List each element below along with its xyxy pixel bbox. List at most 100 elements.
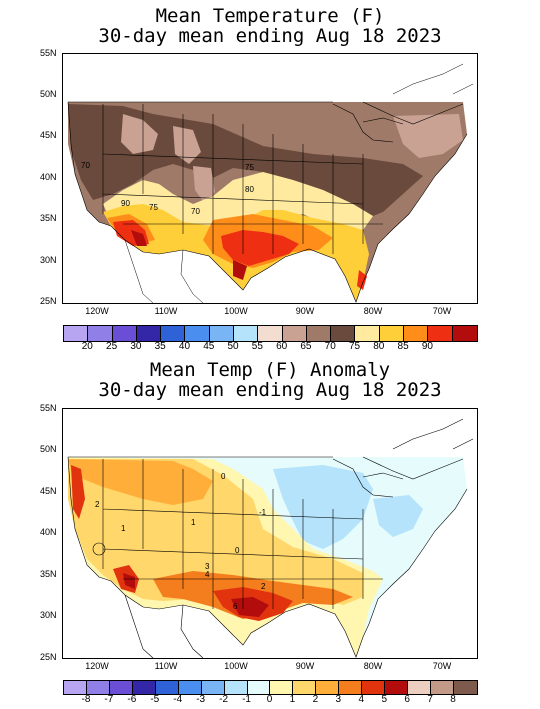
p1-colorbar-swatch (136, 326, 162, 341)
p2-lat-30: 30N (40, 610, 57, 620)
p1-colorbar-tick: 40 (178, 341, 191, 352)
p1-colorbar-swatch (306, 326, 332, 341)
p2-colorbar-swatch (247, 681, 271, 694)
p1-rose-patch1 (121, 114, 158, 154)
panel1-map-svg: 70 75 80 75 70 90 (67, 63, 474, 303)
p2-contour-label-1: 2 (95, 500, 100, 509)
p2-lon-80w: 80W (363, 661, 383, 671)
p1-great-lakes (332, 103, 404, 143)
p1-red3 (357, 270, 367, 290)
p2-colorbar-tick: -6 (127, 694, 137, 705)
p1-dark-band-north (68, 104, 423, 216)
p1-colorbar-tick: 60 (276, 341, 288, 352)
p2-lat-25: 25N (40, 652, 57, 662)
p1-colorbar-tick: 30 (130, 341, 142, 352)
p2-lon-100w: 100W (224, 661, 248, 671)
panel2-map: 2 1 0 1 4 3 2 6 -1 0 (62, 408, 478, 659)
p1-colorbar-tick: 35 (154, 341, 166, 352)
p1-colorbar-swatch (403, 326, 429, 341)
p1-colorbar-swatch (331, 326, 356, 341)
p2-baja (124, 594, 154, 658)
p2-colorbar-swatch (339, 681, 363, 694)
p2-canada-coast (392, 418, 474, 450)
p2-colorbar-swatch (408, 681, 431, 694)
p2-colorbar-tick: 6 (404, 694, 410, 705)
p2-contour-label-10: 0 (235, 546, 240, 555)
p2-colorbar-tick: -5 (150, 694, 160, 705)
p2-colorbar-tick: 1 (289, 694, 296, 705)
p1-colorbar (63, 325, 478, 342)
p1-state-lines (102, 104, 383, 254)
p2-lat-35: 35N (40, 569, 57, 579)
panel2-title-line1: Mean Temp (F) Anomaly (149, 359, 391, 381)
p1-red2 (221, 230, 299, 266)
p2-colorbar-tick: 8 (450, 694, 456, 705)
p2-contour-label-3: 0 (221, 472, 226, 481)
p2-colorbar-swatch (385, 681, 409, 694)
p1-darkred1 (131, 230, 147, 246)
p2-lat-50: 50N (40, 444, 57, 454)
p1-contour-label-2: 75 (245, 163, 254, 172)
p1-colorbar-tick: 55 (251, 341, 263, 352)
p1-lat-55: 55N (40, 48, 57, 58)
p2-cold-circle (92, 542, 106, 556)
p1-canada-coast (392, 63, 474, 95)
p2-colorbar-swatch (109, 681, 133, 694)
p1-lat-30: 30N (40, 255, 57, 265)
p1-rose-patch2 (173, 126, 201, 164)
p1-lat-50: 50N (40, 89, 57, 99)
p2-colorbar-tick: -7 (104, 694, 114, 705)
p2-lat-55: 55N (40, 403, 57, 413)
p1-border-north (68, 101, 464, 125)
p1-colorbar-tick: 70 (324, 341, 336, 352)
p2-colorbar-swatch (316, 681, 340, 694)
panel2-map-svg: 2 1 0 1 4 3 2 6 -1 0 (67, 418, 474, 658)
p2-great-lakes (332, 458, 404, 498)
p1-colorbar-swatch (161, 326, 186, 341)
p2-colorbar-tick: 2 (312, 694, 319, 705)
p1-colorbar-swatch (379, 326, 404, 341)
p1-colorbar-swatch (64, 326, 89, 341)
p1-colorbar-tick: 85 (397, 341, 409, 352)
p1-lat-25: 25N (40, 296, 57, 306)
p2-coast-west (67, 456, 144, 608)
p2-colorbar-tick: -2 (219, 694, 229, 705)
p2-colorbar-swatch (64, 681, 87, 694)
p1-colorbar-swatch (452, 326, 477, 341)
p2-contour-label-5: 4 (205, 570, 210, 579)
p1-colorbar-swatch (88, 326, 113, 341)
p1-lat-45: 45N (40, 130, 57, 140)
p1-contour-label-4: 75 (149, 203, 158, 212)
p2-lon-110w: 110W (154, 661, 178, 671)
p1-colorbar-swatch (355, 326, 380, 341)
p2-blue-patch2 (373, 495, 423, 537)
p2-contour-label-9: -1 (259, 508, 267, 517)
p2-colorbar-swatch (453, 681, 477, 694)
panel1-title-line1: Mean Temperature (F) (155, 5, 385, 27)
p2-colorbar-swatch (155, 681, 179, 694)
p1-colorbar-swatch (428, 326, 453, 341)
p1-contour-label-1: 70 (81, 161, 90, 170)
p2-lon-90w: 90W (295, 661, 315, 671)
p1-darkred2 (233, 260, 247, 280)
p1-colorbar-swatch (282, 326, 307, 341)
p2-colorbar-swatch (86, 681, 110, 694)
p1-lon-120w: 120W (85, 306, 109, 316)
p1-lon-70w: 70W (432, 306, 452, 316)
p2-state-lines (102, 459, 383, 609)
p1-coast-west (67, 101, 144, 253)
p2-contour-label-2: 1 (121, 524, 126, 533)
p1-colorbar-tick: 20 (81, 341, 93, 352)
panel1-title-line2: 30-day mean ending Aug 18 2023 (98, 25, 442, 47)
p2-blue-patch1 (273, 465, 373, 549)
p1-colorbar-tick: 75 (348, 341, 361, 352)
p2-contour-label-6: 3 (205, 562, 210, 571)
p2-colorbar-swatch (201, 681, 225, 694)
p1-colorbar-tick: 80 (373, 341, 385, 352)
p2-colorbar-tick: -4 (173, 694, 183, 705)
p1-contour-label-5: 70 (191, 207, 200, 216)
p2-lon-70w: 70W (432, 661, 452, 671)
panel1-map: 70 75 80 75 70 90 (62, 53, 478, 304)
p2-colorbar-swatch (224, 681, 248, 694)
p2-colorbar-swatch (293, 681, 317, 694)
